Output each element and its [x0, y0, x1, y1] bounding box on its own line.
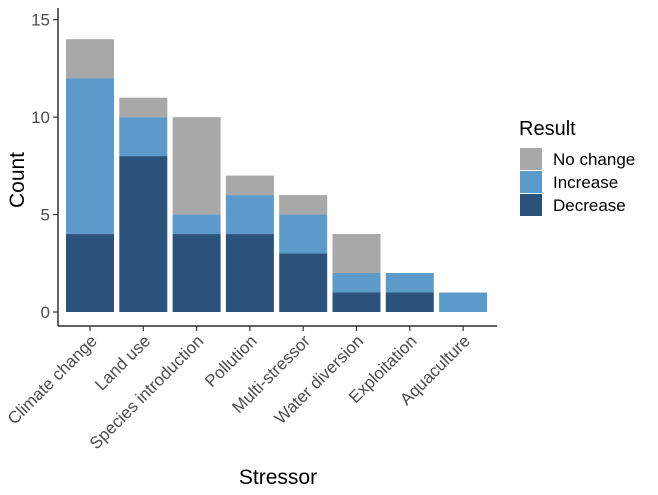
- bar-decrease-water-diversion: [332, 292, 381, 312]
- axes-group: [57, 8, 497, 327]
- x-tick-label: Climate change: [4, 331, 101, 428]
- bar-decrease-exploitation: [385, 292, 434, 312]
- bar-increase-pollution: [225, 195, 274, 235]
- bar-no-change-climate-change: [66, 39, 114, 79]
- x-axis-title: Stressor: [239, 466, 317, 489]
- bars-group: [66, 39, 488, 312]
- legend-title: Result: [519, 118, 576, 140]
- legend-label-no-change: No change: [553, 150, 635, 169]
- bar-no-change-species-introduction: [172, 117, 221, 215]
- y-ticks-group: 0 5 10 15: [31, 11, 58, 322]
- y-tick-label: 5: [41, 206, 50, 225]
- legend-label-decrease: Decrease: [553, 196, 626, 215]
- y-tick-label: 15: [31, 11, 50, 30]
- bar-no-change-multi-stressor: [279, 195, 328, 215]
- legend-swatch-increase: [520, 171, 542, 193]
- bar-no-change-land-use: [119, 97, 168, 118]
- legend-label-increase: Increase: [553, 173, 618, 192]
- legend-swatch-no-change: [520, 148, 542, 170]
- y-axis-title: Count: [6, 152, 29, 208]
- bar-decrease-species-introduction: [172, 234, 221, 312]
- bar-no-change-pollution: [225, 175, 274, 196]
- y-tick-label: 0: [41, 303, 50, 322]
- legend-swatch-decrease: [520, 194, 542, 216]
- bar-increase-water-diversion: [332, 273, 381, 293]
- bar-increase-species-introduction: [172, 214, 221, 235]
- legend: Result No change Increase Decrease: [519, 118, 635, 216]
- bar-increase-land-use: [119, 117, 168, 157]
- bar-decrease-multi-stressor: [279, 253, 328, 312]
- bar-decrease-climate-change: [66, 234, 114, 312]
- bar-increase-multi-stressor: [279, 214, 328, 254]
- bar-no-change-water-diversion: [332, 234, 381, 274]
- bar-decrease-land-use: [119, 156, 168, 312]
- bar-increase-exploitation: [385, 273, 434, 293]
- bar-increase-aquaculture: [439, 292, 488, 312]
- bar-decrease-pollution: [225, 234, 274, 312]
- y-tick-label: 10: [31, 108, 50, 127]
- bar-increase-climate-change: [66, 78, 114, 235]
